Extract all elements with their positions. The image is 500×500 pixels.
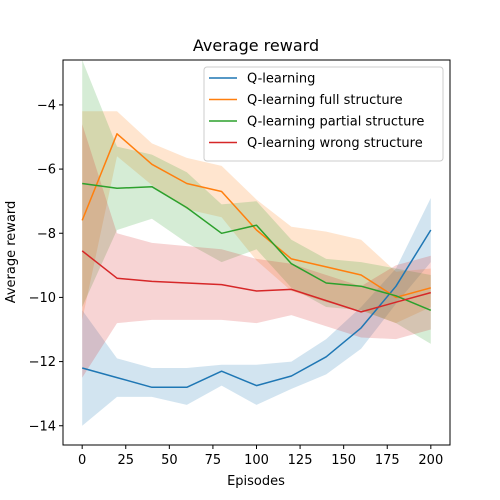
band-series-4 (82, 124, 431, 378)
band-series-1 (82, 198, 431, 426)
x-tick-label: 100 (244, 453, 269, 468)
x-tick-label: 50 (161, 453, 178, 468)
x-tick-label: 0 (78, 453, 86, 468)
legend-label: Q-learning partial structure (247, 115, 424, 130)
y-tick-label: −8 (37, 227, 56, 242)
band-series-3 (82, 60, 431, 344)
series-lines (81, 133, 432, 389)
x-axis: 0 25 50 75 100 125 150 175 200 (78, 445, 443, 468)
y-tick-label: −6 (37, 163, 56, 178)
legend-label: Q-learning wrong structure (247, 136, 423, 151)
y-tick-label: −12 (29, 355, 56, 370)
y-tick-label: −14 (29, 419, 56, 434)
line-series-4 (81, 250, 431, 313)
x-tick-label: 25 (117, 453, 134, 468)
legend-box (203, 66, 444, 162)
y-tick-label: −4 (37, 98, 56, 113)
band-series-2 (82, 111, 431, 324)
legend-label: Q-learning (247, 72, 315, 87)
line-series-2 (81, 133, 431, 299)
legend-label: Q-learning full structure (247, 93, 403, 108)
x-tick-label: 125 (288, 453, 313, 468)
x-tick-label: 200 (418, 453, 443, 468)
confidence-bands (82, 60, 431, 426)
y-axis-label: Average reward (4, 201, 19, 304)
legend: Q-learning Q-learning full structure Q-lea… (203, 66, 444, 162)
chart-title: Average reward (193, 36, 319, 55)
x-tick-label: 175 (375, 453, 400, 468)
line-series-3 (82, 182, 432, 311)
line-series-1 (82, 229, 432, 389)
y-axis: −14 −12 −10 −8 −6 −4 (29, 98, 63, 434)
x-tick-label: 75 (205, 453, 222, 468)
x-tick-label: 150 (331, 453, 356, 468)
y-tick-label: −10 (29, 291, 56, 306)
x-axis-label: Episodes (227, 474, 285, 489)
